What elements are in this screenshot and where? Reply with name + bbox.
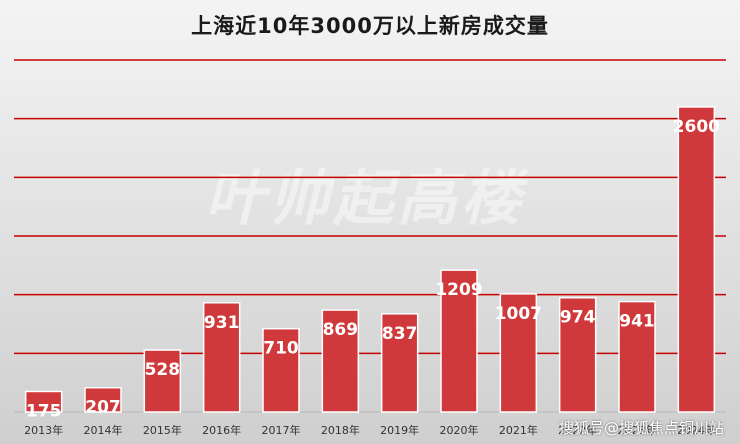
x-tick-label: 2019年 (380, 423, 419, 437)
data-label: 710 (263, 339, 299, 359)
bar (558, 296, 597, 413)
bar (380, 313, 419, 413)
bar (499, 293, 538, 413)
bar (618, 300, 656, 413)
data-label: 974 (560, 308, 596, 328)
watermark: 叶帅起高楼 (205, 164, 525, 234)
bar (440, 269, 478, 413)
x-tick-label: 2013年 (24, 423, 63, 437)
data-label: 528 (145, 360, 181, 380)
chart-title: 上海近10年3000万以上新房成交量 (191, 14, 549, 38)
x-tick-label: 2024年 (677, 423, 716, 437)
bar (262, 327, 300, 413)
data-label: 207 (85, 398, 121, 418)
x-tick-label: 2017年 (262, 423, 301, 437)
data-label: 175 (26, 401, 62, 421)
x-tick-label: 2022年 (558, 423, 597, 437)
data-label: 2600 (673, 117, 720, 137)
x-tick-label: 2021年 (499, 423, 538, 437)
data-label: 931 (204, 313, 240, 333)
bar (24, 390, 63, 413)
data-label: 869 (323, 320, 359, 340)
x-tick-label: 2015年 (143, 423, 182, 437)
bar (84, 386, 122, 413)
data-label: 1007 (495, 304, 542, 324)
x-tick-label: 2020年 (440, 423, 479, 437)
x-tick-label: 2018年 (321, 423, 360, 437)
bar (202, 302, 241, 413)
x-tick-label: 2016年 (202, 423, 241, 437)
x-tick-label: 2014年 (84, 423, 123, 437)
bar (143, 349, 182, 413)
bar (321, 309, 360, 413)
bar (677, 106, 716, 413)
data-label: 941 (619, 312, 655, 332)
x-tick-label: 2023年 (618, 423, 657, 437)
data-label: 837 (382, 324, 418, 344)
data-label: 1209 (435, 280, 482, 300)
source-credit: 搜狐号@搜狐焦点铜川站 (558, 419, 724, 437)
